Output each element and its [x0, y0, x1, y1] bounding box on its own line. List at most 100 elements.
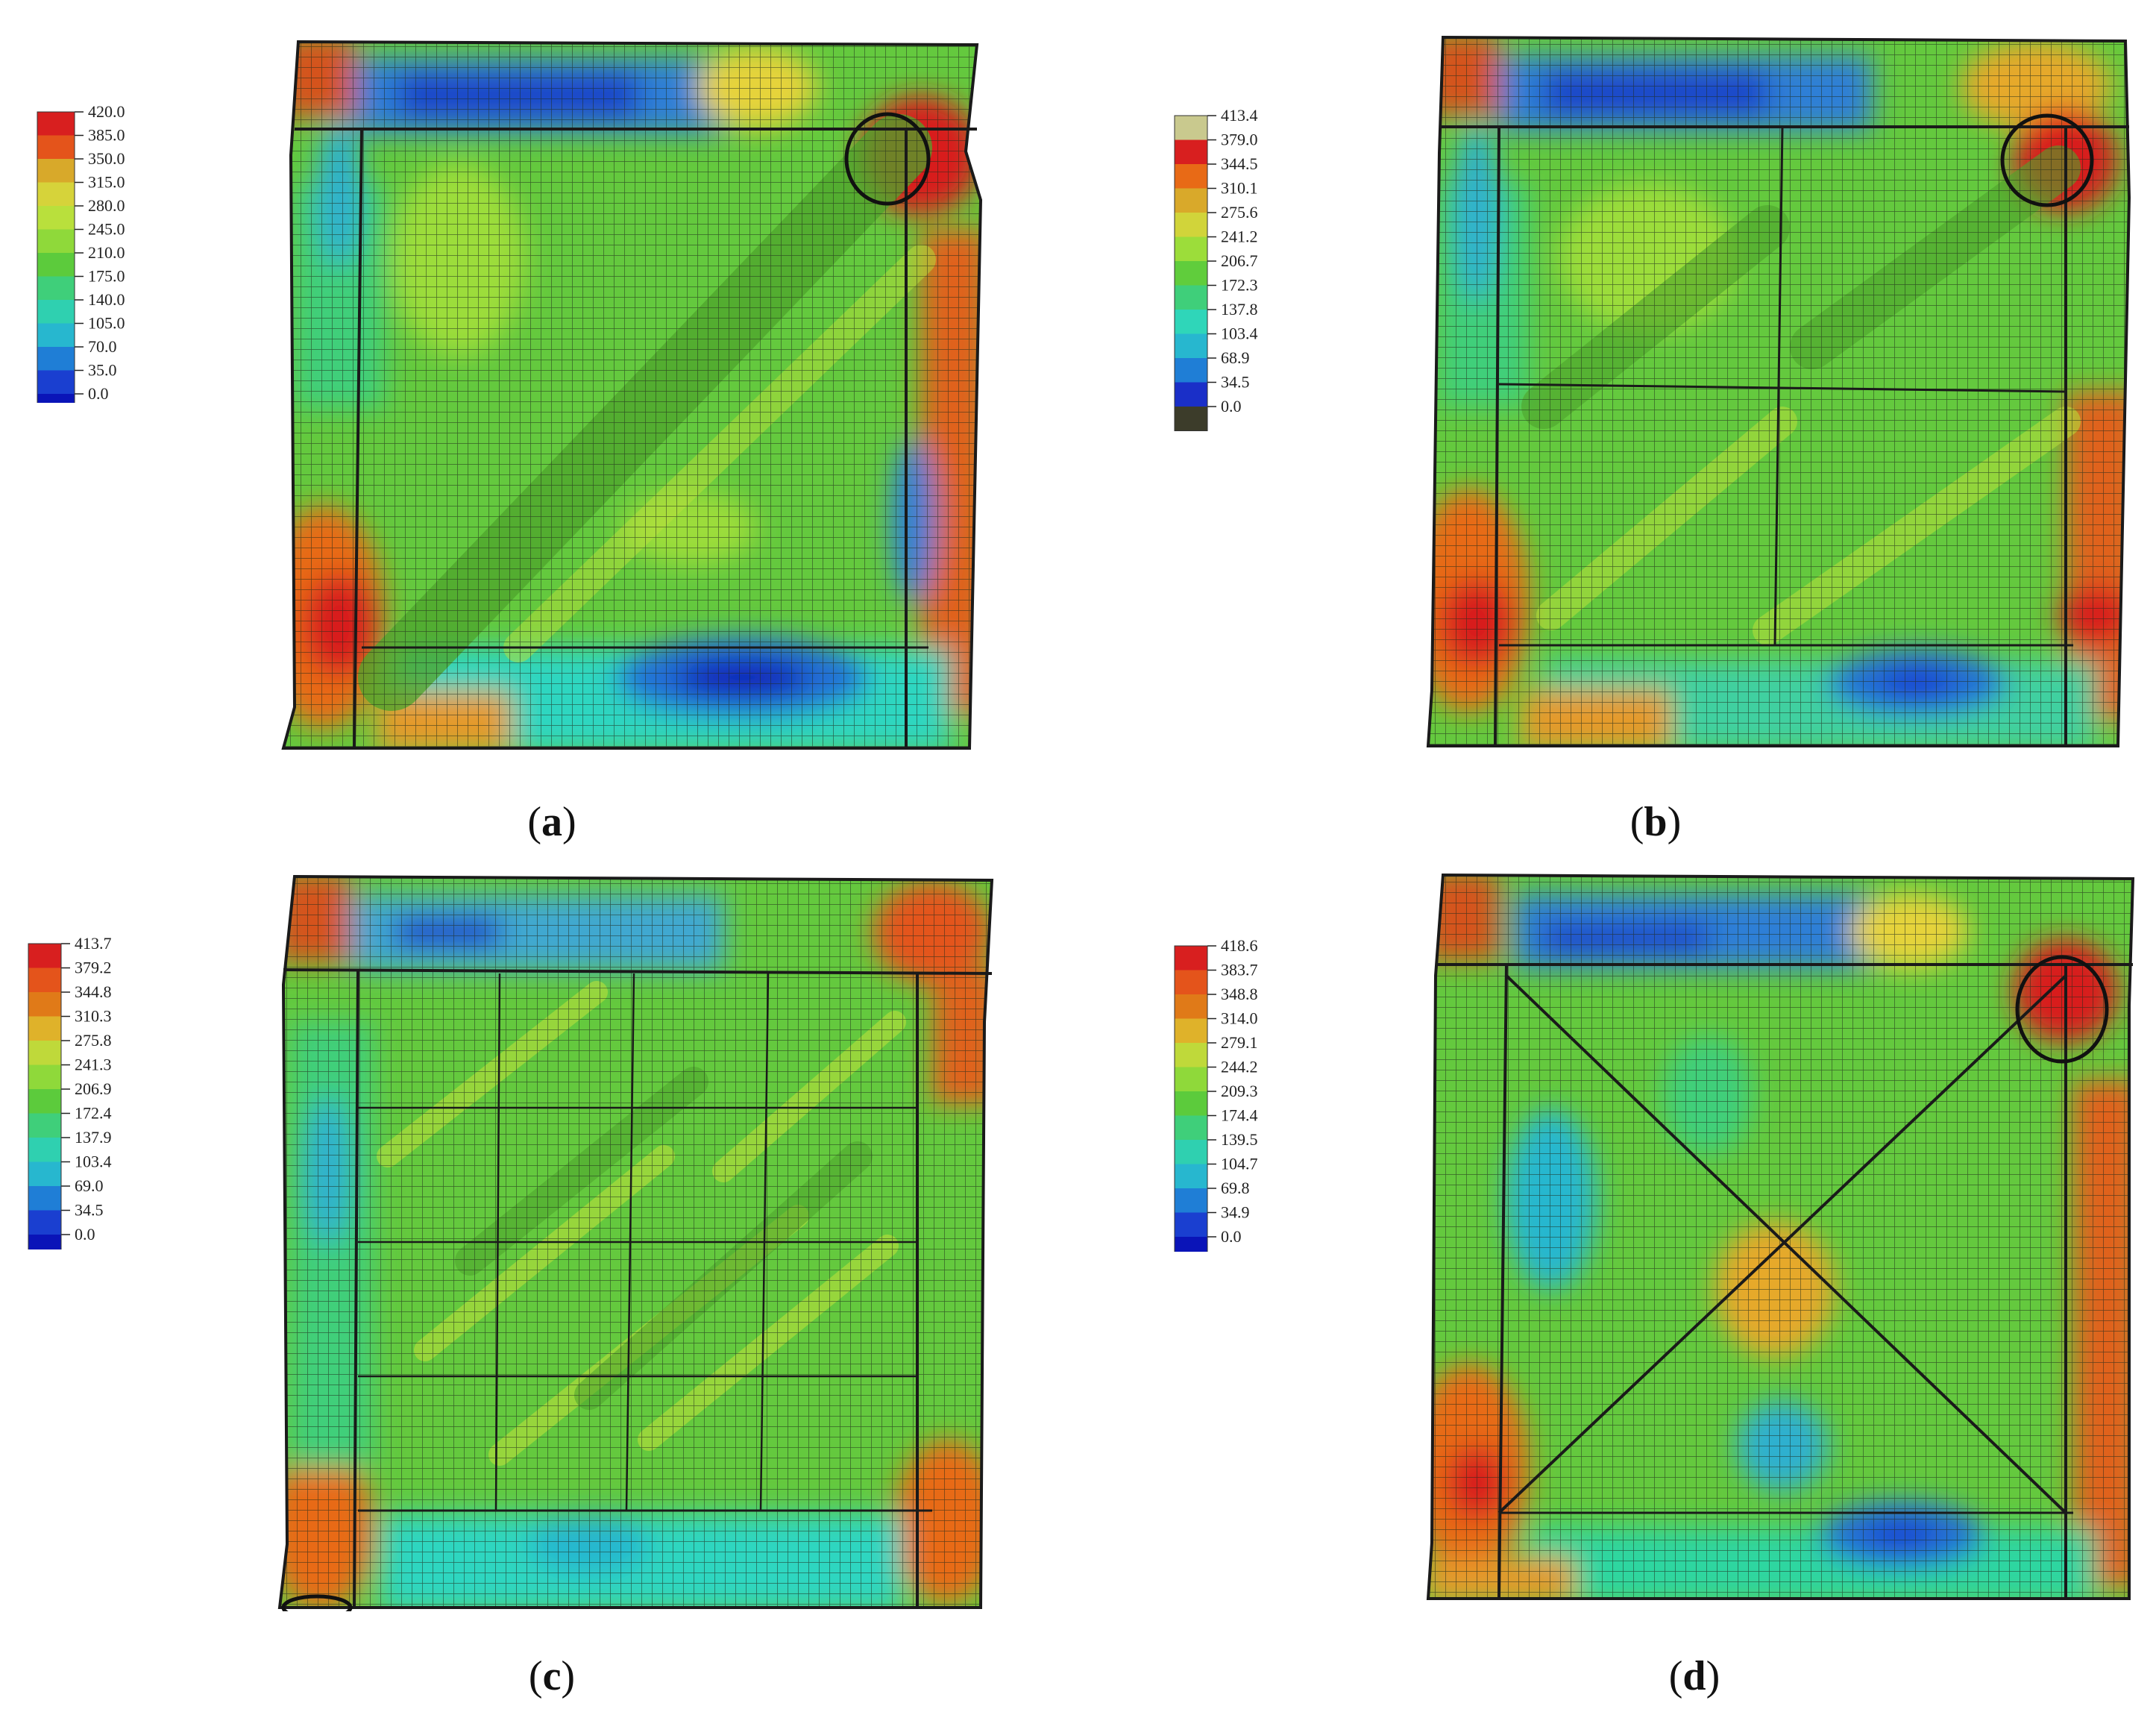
legend-label: 35.0	[88, 361, 117, 380]
legend-label: 34.5	[75, 1201, 104, 1220]
caption-open-d: (	[1668, 1653, 1683, 1699]
caption-close-b: )	[1667, 799, 1682, 845]
legend-label: 68.9	[1221, 348, 1250, 367]
legend-label: 348.8	[1221, 985, 1258, 1003]
legend-label: 34.9	[1221, 1203, 1250, 1222]
legend-swatch	[28, 1235, 61, 1249]
caption-open-a: (	[527, 799, 541, 845]
diagonal-stiffener-2-d	[1497, 974, 2067, 1514]
legend-swatch	[1175, 382, 1207, 407]
legend-label: 385.0	[88, 126, 125, 145]
legend-label: 209.3	[1221, 1082, 1258, 1100]
legend-a: 420.0 385.0 350.0 315.0 280.0 245.0 210.0 175.0…	[37, 104, 125, 403]
legend-label: 174.4	[1221, 1106, 1258, 1125]
legend-label: 0.0	[75, 1225, 95, 1244]
legend-swatch	[37, 229, 75, 253]
legend-swatch	[28, 1016, 61, 1041]
column-left-a	[353, 128, 363, 749]
legend-label: 245.0	[88, 220, 125, 239]
legend-swatch	[1175, 261, 1207, 286]
legend-swatch	[1175, 236, 1207, 261]
caption-open-c: (	[528, 1653, 543, 1699]
legend-label: 344.8	[75, 982, 112, 1001]
legend-swatch	[1175, 1140, 1207, 1164]
legend-swatch	[1175, 188, 1207, 213]
legend-label: 137.8	[1221, 300, 1258, 319]
legend-label: 172.3	[1221, 276, 1258, 295]
legend-label: 413.4	[1221, 108, 1258, 125]
legend-swatch	[1175, 116, 1207, 140]
legend-frame	[28, 943, 62, 1249]
legend-swatches-a	[37, 111, 84, 403]
legend-label: 172.4	[75, 1104, 112, 1123]
damage-circle-b	[2000, 113, 2094, 207]
legend-labels-d: 418.6 383.7 348.8 314.0 279.1 244.2 209.3 174.4…	[1221, 938, 1258, 1246]
caption-c: (c)	[492, 1652, 612, 1700]
contour-plot-d	[1426, 873, 2135, 1600]
legend-label: 379.0	[1221, 131, 1258, 149]
legend-swatch	[1175, 139, 1207, 164]
legend-label: 379.2	[75, 959, 112, 977]
legend-swatch	[1175, 285, 1207, 310]
legend-label: 383.7	[1221, 961, 1258, 979]
legend-label: 210.0	[88, 243, 125, 262]
legend-c: 413.7 379.2 344.8 310.3 275.8 241.3 206.9 172.4…	[28, 936, 112, 1249]
legend-labels-b: 413.4 379.0 344.5 310.1 275.6 241.2 206.7 172.3…	[1221, 108, 1258, 416]
legend-swatch	[1175, 1164, 1207, 1188]
legend-swatch	[1175, 1018, 1207, 1043]
legend-label: 418.6	[1221, 938, 1258, 955]
caption-a: (a)	[492, 798, 612, 846]
legend-swatch	[37, 135, 75, 159]
legend-label: 314.0	[1221, 1009, 1258, 1028]
legend-label: 34.5	[1221, 373, 1250, 392]
legend-label: 137.9	[75, 1128, 112, 1147]
stiffener-grid-c	[358, 973, 917, 1511]
caption-letter-b: b	[1644, 799, 1668, 845]
legend-label: 310.1	[1221, 179, 1258, 198]
legend-label: 344.5	[1221, 154, 1258, 173]
legend-label: 244.2	[1221, 1058, 1258, 1076]
contour-plot-c	[277, 874, 994, 1611]
legend-label: 69.0	[75, 1176, 104, 1195]
legend-swatch	[37, 159, 75, 183]
legend-label: 241.2	[1221, 228, 1258, 246]
stiffener-vertical-b	[1773, 126, 1784, 646]
legend-swatch	[37, 300, 75, 324]
damage-circle-a	[844, 112, 931, 206]
caption-close-a: )	[562, 799, 576, 845]
legend-swatch	[37, 182, 75, 206]
legend-swatch	[37, 347, 75, 371]
legend-label: 104.7	[1221, 1155, 1258, 1173]
legend-swatch	[1175, 1237, 1207, 1252]
caption-close-d: )	[1706, 1653, 1720, 1699]
legend-label: 175.0	[88, 267, 125, 286]
legend-swatch	[1175, 213, 1207, 237]
legend-label: 275.6	[1221, 203, 1258, 222]
caption-open-b: (	[1629, 799, 1644, 845]
legend-label: 310.3	[75, 1007, 112, 1026]
contour-plot-b	[1426, 35, 2131, 747]
legend-swatch	[28, 1210, 61, 1235]
legend-swatch	[28, 968, 61, 992]
legend-swatches-b	[1174, 115, 1216, 431]
legend-swatch	[37, 370, 75, 394]
legend-swatch	[1175, 994, 1207, 1019]
legend-label: 350.0	[88, 149, 125, 168]
legend-label: 103.4	[75, 1153, 112, 1171]
legend-swatch	[1175, 1188, 1207, 1213]
legend-label: 69.8	[1221, 1179, 1250, 1197]
diagonal-stiffener-1-d	[1505, 974, 2067, 1514]
legend-label: 206.7	[1221, 251, 1258, 270]
legend-swatch	[1175, 333, 1207, 358]
legend-swatch	[1175, 164, 1207, 189]
legend-d: 418.6 383.7 348.8 314.0 279.1 244.2 209.3 174.4…	[1174, 938, 1258, 1252]
legend-swatch	[1175, 1115, 1207, 1140]
legend-frame	[1174, 945, 1208, 1252]
legend-label: 413.7	[75, 936, 112, 953]
legend-label: 139.5	[1221, 1130, 1258, 1149]
legend-label: 70.0	[88, 337, 117, 356]
legend-b: 413.4 379.0 344.5 310.1 275.6 241.2 206.7 172.3…	[1174, 108, 1258, 431]
legend-swatch	[1175, 970, 1207, 994]
caption-letter-a: a	[541, 799, 562, 845]
legend-label: 241.3	[75, 1056, 112, 1074]
